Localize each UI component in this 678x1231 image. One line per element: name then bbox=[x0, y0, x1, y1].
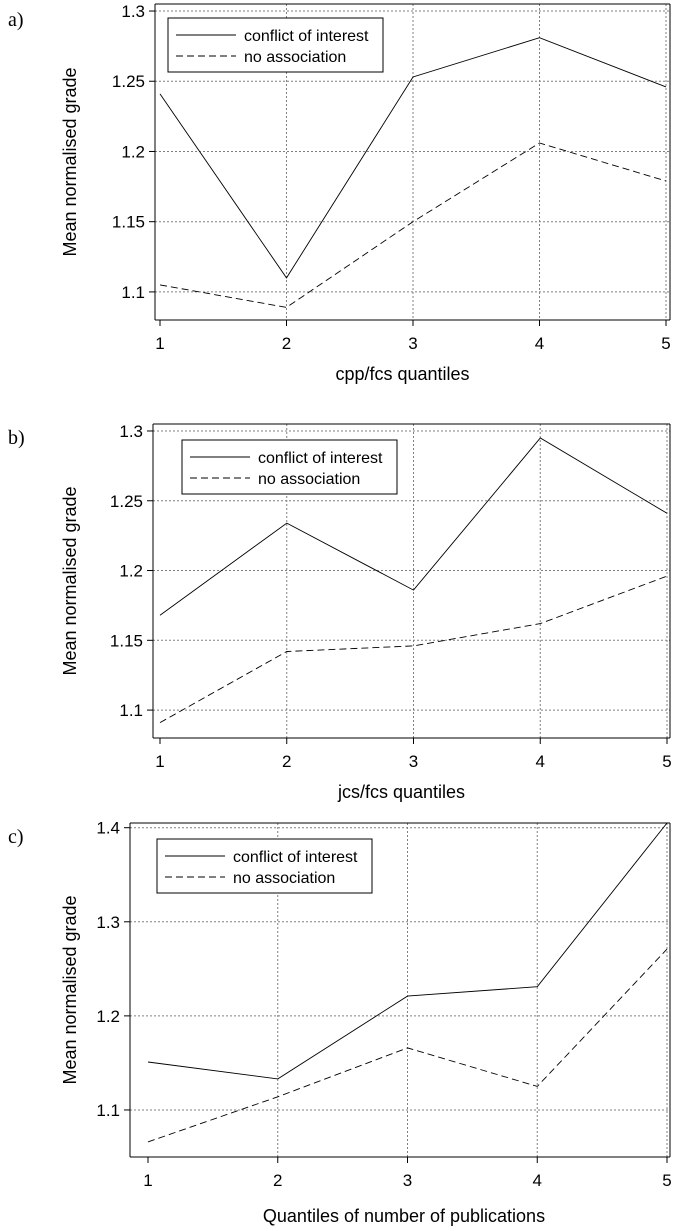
legend-label: no association bbox=[233, 870, 335, 887]
panel-label: a) bbox=[8, 9, 24, 31]
panel-label: c) bbox=[8, 826, 24, 848]
x-tick-label: 1 bbox=[155, 334, 164, 353]
y-tick-label: 1.3 bbox=[96, 913, 120, 932]
x-tick-label: 3 bbox=[408, 334, 417, 353]
y-axis-title: Mean normalised grade bbox=[60, 486, 80, 675]
chart-panel-b: b) 1.1 1.15 1.2 1.25 1.3 1 2 3 4 5 jcs/fcs quantile… bbox=[8, 422, 672, 802]
y-tick-label: 1.4 bbox=[96, 819, 120, 838]
x-tick-label: 4 bbox=[533, 1171, 542, 1190]
x-tick-label: 5 bbox=[661, 334, 670, 353]
x-tick-label: 4 bbox=[535, 334, 544, 353]
x-tick-label: 2 bbox=[282, 752, 291, 771]
x-tick-label: 1 bbox=[155, 752, 164, 771]
legend: conflict of interest no association bbox=[156, 838, 373, 894]
series-line-no-association bbox=[159, 142, 667, 308]
x-axis-title: Quantiles of number of publications bbox=[263, 1206, 545, 1226]
x-tick-label: 5 bbox=[662, 752, 671, 771]
x-tick-label: 1 bbox=[143, 1171, 152, 1190]
y-tick-label: 1.25 bbox=[110, 492, 143, 511]
y-tick-label: 1.15 bbox=[110, 631, 143, 650]
y-tick-label: 1.1 bbox=[119, 701, 143, 720]
x-tick-label: 3 bbox=[403, 1171, 412, 1190]
y-tick-label: 1.3 bbox=[119, 422, 143, 441]
legend: conflict of interest no association bbox=[181, 439, 398, 495]
chart-panel-c: c) 1.1 1.2 1.3 1.4 1 2 3 4 5 Quantiles of number o… bbox=[8, 819, 672, 1226]
x-tick-label: 4 bbox=[536, 752, 545, 771]
series-line-conflict-of-interest bbox=[159, 437, 668, 616]
y-tick-label: 1.2 bbox=[119, 562, 143, 581]
y-tick-label: 1.3 bbox=[121, 2, 145, 21]
y-tick-label: 1.25 bbox=[112, 72, 145, 91]
y-axis-title: Mean normalised grade bbox=[60, 67, 80, 256]
panel-label: b) bbox=[8, 427, 25, 449]
chart-panel-a: a) 1.1 1.15 1.2 1.25 1.3 1 2 3 4 5 cpp/fcs quantile… bbox=[8, 2, 671, 384]
y-tick-label: 1.15 bbox=[112, 213, 145, 232]
y-axis-title: Mean normalised grade bbox=[60, 895, 80, 1084]
legend-label: conflict of interest bbox=[233, 849, 358, 866]
series-line-no-association bbox=[147, 948, 668, 1143]
series-line-no-association bbox=[159, 575, 668, 723]
y-tick-label: 1.1 bbox=[121, 283, 145, 302]
x-tick-label: 3 bbox=[409, 752, 418, 771]
x-tick-label: 5 bbox=[662, 1171, 671, 1190]
series-line-conflict-of-interest bbox=[147, 822, 668, 1080]
y-tick-label: 1.1 bbox=[96, 1101, 120, 1120]
x-tick-label: 2 bbox=[273, 1171, 282, 1190]
legend-box bbox=[181, 439, 398, 495]
y-tick-label: 1.2 bbox=[121, 142, 145, 161]
legend-label: no association bbox=[258, 471, 360, 488]
x-tick-label: 2 bbox=[282, 334, 291, 353]
legend-box bbox=[156, 838, 373, 894]
legend-label: conflict of interest bbox=[258, 450, 383, 467]
y-tick-label: 1.2 bbox=[96, 1007, 120, 1026]
legend-label: no association bbox=[244, 49, 346, 66]
legend-box bbox=[167, 17, 384, 73]
legend-label: conflict of interest bbox=[244, 28, 369, 45]
legend: conflict of interest no association bbox=[167, 17, 384, 73]
series-line-conflict-of-interest bbox=[159, 37, 667, 279]
x-axis-title: jcs/fcs quantiles bbox=[337, 782, 465, 802]
x-axis-title: cpp/fcs quantiles bbox=[335, 364, 469, 384]
